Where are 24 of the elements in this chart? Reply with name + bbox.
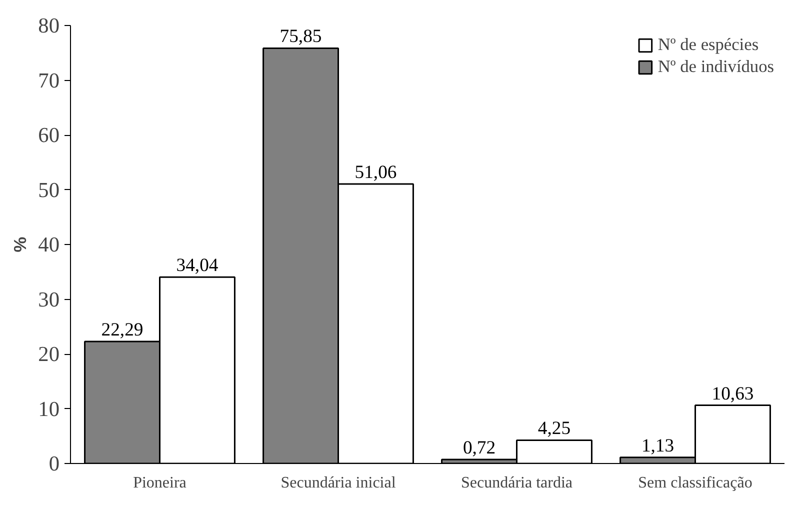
data-label: 0,72 <box>462 438 496 459</box>
y-axis-title: % <box>10 236 30 252</box>
x-tick-label: Sem classificação <box>638 474 752 492</box>
y-tick-label: 70 <box>38 68 60 92</box>
data-label: 22,29 <box>101 319 144 340</box>
data-label: 34,04 <box>176 255 219 276</box>
x-tick-label: Pioneira <box>133 474 186 492</box>
y-tick-label: 30 <box>38 287 60 312</box>
legend-label: Nº de espécies <box>658 35 759 55</box>
y-tick-label: 40 <box>38 232 60 256</box>
data-label: 4,25 <box>538 418 571 440</box>
legend-label: Nº de indivíduos <box>658 57 774 77</box>
y-tick-label: 80 <box>38 14 60 38</box>
x-tick-label: Secundária inicial <box>280 474 396 492</box>
data-label: 75,85 <box>280 26 322 48</box>
data-label: 51,06 <box>354 162 397 183</box>
y-tick-label: 20 <box>38 342 60 366</box>
data-label: 10,63 <box>712 383 754 404</box>
y-tick-label: 50 <box>38 178 60 202</box>
data-label: 1,13 <box>641 435 674 456</box>
y-tick-label: 10 <box>38 396 60 421</box>
y-tick-label: 0 <box>48 452 60 476</box>
y-tick-label: 60 <box>38 123 60 147</box>
x-tick-label: Secundária tardia <box>461 474 572 492</box>
